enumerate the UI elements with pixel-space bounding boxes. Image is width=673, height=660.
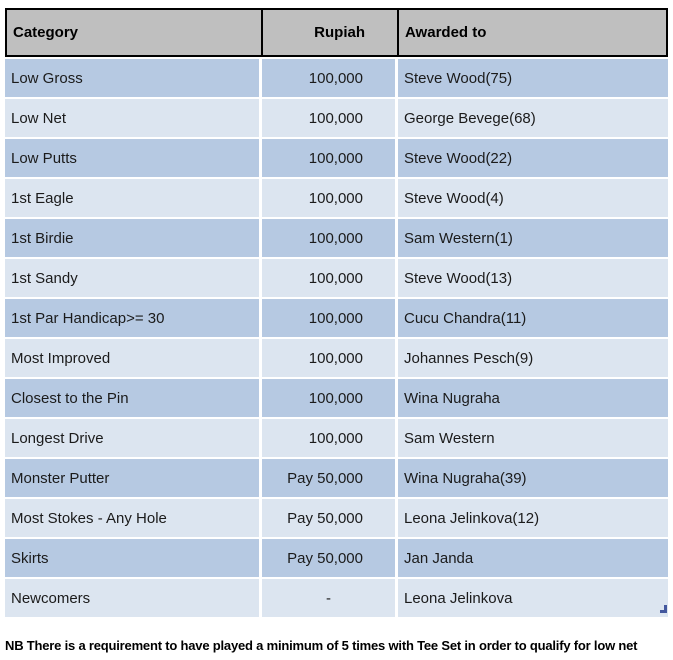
cell-category: Low Putts xyxy=(5,139,259,177)
cell-rupiah: 100,000 xyxy=(259,339,395,377)
cell-rupiah: 100,000 xyxy=(259,139,395,177)
table-row: 1st Par Handicap>= 30 100,000 Cucu Chand… xyxy=(5,299,668,337)
table-row: Most Improved 100,000 Johannes Pesch(9) xyxy=(5,339,668,377)
table-row: Longest Drive 100,000 Sam Western xyxy=(5,419,668,457)
table-row: Newcomers - Leona Jelinkova xyxy=(5,579,668,617)
table-row: Low Putts 100,000 Steve Wood(22) xyxy=(5,139,668,177)
cell-awarded-to: Steve Wood(4) xyxy=(395,179,668,217)
cell-category: 1st Birdie xyxy=(5,219,259,257)
cell-awarded-to: Johannes Pesch(9) xyxy=(395,339,668,377)
cell-awarded-to: George Bevege(68) xyxy=(395,99,668,137)
table-row: Most Stokes - Any Hole Pay 50,000 Leona … xyxy=(5,499,668,537)
cell-rupiah: 100,000 xyxy=(259,259,395,297)
cell-awarded-to: Leona Jelinkova(12) xyxy=(395,499,668,537)
footnote: NB There is a requirement to have played… xyxy=(5,638,638,653)
cell-category: Low Gross xyxy=(5,59,259,97)
table-resize-handle-icon[interactable] xyxy=(660,605,667,613)
cell-awarded-to: Sam Western xyxy=(395,419,668,457)
cell-rupiah: 100,000 xyxy=(259,219,395,257)
table-row: 1st Birdie 100,000 Sam Western(1) xyxy=(5,219,668,257)
table-row: 1st Sandy 100,000 Steve Wood(13) xyxy=(5,259,668,297)
cell-rupiah: 100,000 xyxy=(259,419,395,457)
cell-category: Monster Putter xyxy=(5,459,259,497)
cell-rupiah: Pay 50,000 xyxy=(259,539,395,577)
table-header-row: Category Rupiah Awarded to xyxy=(5,8,668,57)
cell-category: Skirts xyxy=(5,539,259,577)
cell-rupiah: 100,000 xyxy=(259,179,395,217)
cell-awarded-to: Steve Wood(13) xyxy=(395,259,668,297)
cell-rupiah: 100,000 xyxy=(259,379,395,417)
cell-awarded-to: Sam Western(1) xyxy=(395,219,668,257)
cell-awarded-to: Steve Wood(22) xyxy=(395,139,668,177)
cell-awarded-to: Steve Wood(75) xyxy=(395,59,668,97)
cell-rupiah: - xyxy=(259,579,395,617)
cell-rupiah: Pay 50,000 xyxy=(259,499,395,537)
cell-awarded-to: Wina Nugraha(39) xyxy=(395,459,668,497)
table-row: Monster Putter Pay 50,000 Wina Nugraha(3… xyxy=(5,459,668,497)
table-body: Low Gross 100,000 Steve Wood(75) Low Net… xyxy=(5,59,668,617)
cell-rupiah: 100,000 xyxy=(259,99,395,137)
header-awarded-to: Awarded to xyxy=(397,10,666,55)
table-row: Skirts Pay 50,000 Jan Janda xyxy=(5,539,668,577)
cell-rupiah: 100,000 xyxy=(259,299,395,337)
cell-rupiah: Pay 50,000 xyxy=(259,459,395,497)
cell-awarded-to: Wina Nugraha xyxy=(395,379,668,417)
table-row: 1st Eagle 100,000 Steve Wood(4) xyxy=(5,179,668,217)
header-rupiah: Rupiah xyxy=(261,10,397,55)
cell-category: Most Improved xyxy=(5,339,259,377)
prize-table: Category Rupiah Awarded to Low Gross 100… xyxy=(5,8,668,617)
table-row: Low Net 100,000 George Bevege(68) xyxy=(5,99,668,137)
cell-category: 1st Eagle xyxy=(5,179,259,217)
header-category: Category xyxy=(13,24,79,41)
table-row: Closest to the Pin 100,000 Wina Nugraha xyxy=(5,379,668,417)
cell-awarded-to: Leona Jelinkova xyxy=(395,579,668,617)
cell-awarded-to: Cucu Chandra(11) xyxy=(395,299,668,337)
cell-rupiah: 100,000 xyxy=(259,59,395,97)
cell-category: Low Net xyxy=(5,99,259,137)
cell-category: 1st Par Handicap>= 30 xyxy=(5,299,259,337)
table-row: Low Gross 100,000 Steve Wood(75) xyxy=(5,59,668,97)
cell-awarded-to: Jan Janda xyxy=(395,539,668,577)
document-page: Category Rupiah Awarded to Low Gross 100… xyxy=(5,8,668,617)
cell-category: Longest Drive xyxy=(5,419,259,457)
cell-category: Closest to the Pin xyxy=(5,379,259,417)
cell-category: Newcomers xyxy=(5,579,259,617)
cell-category: Most Stokes - Any Hole xyxy=(5,499,259,537)
cell-category: 1st Sandy xyxy=(5,259,259,297)
